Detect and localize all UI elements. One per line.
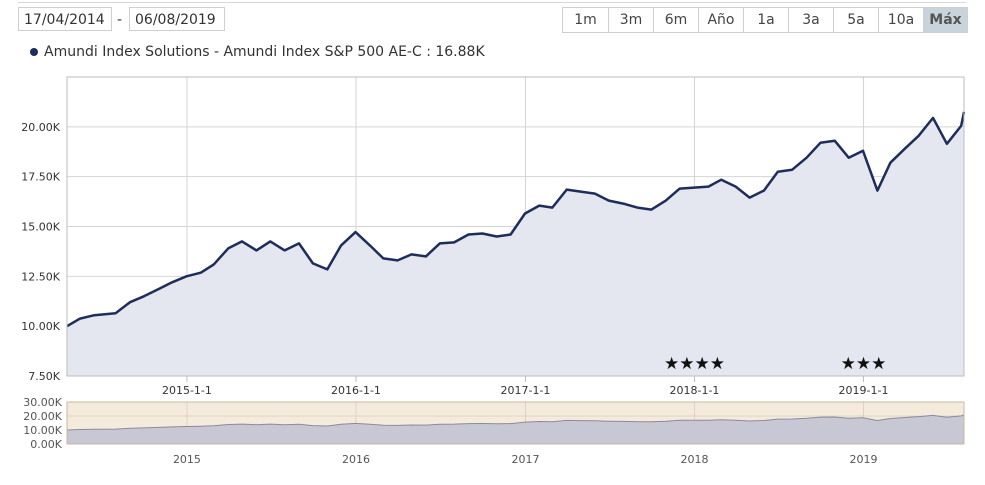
navigator-x-tick-label: 2017 [511, 453, 539, 466]
x-axis: 2015-1-1 2016-1-1 2017-1-1 2018-1-1 2019-1-1 [162, 376, 889, 397]
navigator-x-tick-label: 2015 [173, 453, 201, 466]
range-6m-button[interactable]: 6m [653, 8, 698, 32]
rating-stars-icon: ★★★ [841, 354, 887, 374]
series-line[interactable] [66, 111, 966, 328]
navigator-y-tick-label: 20.00K [23, 410, 62, 423]
y-tick-label: 20.00K [21, 121, 60, 134]
date-range-separator: - [117, 12, 123, 28]
legend-marker-icon [30, 48, 38, 56]
x-tick-label: 2019-1-1 [839, 384, 889, 397]
x-tick-label: 2016-1-1 [331, 384, 381, 397]
range-max-button[interactable]: Máx [923, 8, 967, 32]
range-1a-button[interactable]: 1a [743, 8, 788, 32]
legend-label: Amundi Index Solutions - Amundi Index S&… [44, 44, 485, 60]
navigator-x-tick-label: 2016 [342, 453, 370, 466]
rating-stars-icon: ★★★★ [664, 354, 725, 374]
navigator-series-area [67, 414, 964, 444]
x-tick-label: 2018-1-1 [670, 384, 720, 397]
plot-border [66, 76, 965, 377]
y-tick-label: 12.50K [21, 270, 60, 283]
range-3a-button[interactable]: 3a [788, 8, 833, 32]
rating-stars: ★★★★ ★★★ [664, 354, 886, 374]
range-5a-button[interactable]: 5a [833, 8, 878, 32]
range-10a-button[interactable]: 10a [878, 8, 923, 32]
y-tick-label: 17.50K [21, 171, 60, 184]
navigator-x-tick-label: 2019 [850, 453, 878, 466]
x-tick-label: 2017-1-1 [500, 384, 550, 397]
start-date-input[interactable]: 17/04/2014 [18, 7, 112, 31]
navigator-y-tick-label: 0.00K [30, 438, 62, 451]
range-selector: 1m 3m 6m Año 1a 3a 5a 10a Máx [562, 7, 968, 33]
top-divider [18, 2, 966, 3]
x-tick-label: 2015-1-1 [162, 384, 212, 397]
y-axis: 7.50K 10.00K 12.50K 15.00K 17.50K 20.00K [21, 121, 60, 383]
navigator-series-line [66, 414, 965, 431]
series-area [67, 111, 964, 377]
navigator-y-tick-label: 30.00K [23, 396, 62, 409]
y-tick-label: 15.00K [21, 221, 60, 234]
range-3m-button[interactable]: 3m [608, 8, 653, 32]
range-1m-button[interactable]: 1m [563, 8, 608, 32]
navigator-border [66, 401, 965, 445]
navigator-y-tick-label: 10.00K [23, 424, 62, 437]
end-date-input[interactable]: 06/08/2019 [129, 7, 225, 31]
legend[interactable]: Amundi Index Solutions - Amundi Index S&… [30, 44, 485, 60]
navigator-x-axis: 2015 2016 2017 2018 2019 [173, 453, 878, 466]
y-tick-label: 10.00K [21, 320, 60, 333]
range-ytd-button[interactable]: Año [698, 8, 743, 32]
navigator-x-tick-label: 2018 [680, 453, 708, 466]
y-tick-label: 7.50K [28, 370, 60, 383]
